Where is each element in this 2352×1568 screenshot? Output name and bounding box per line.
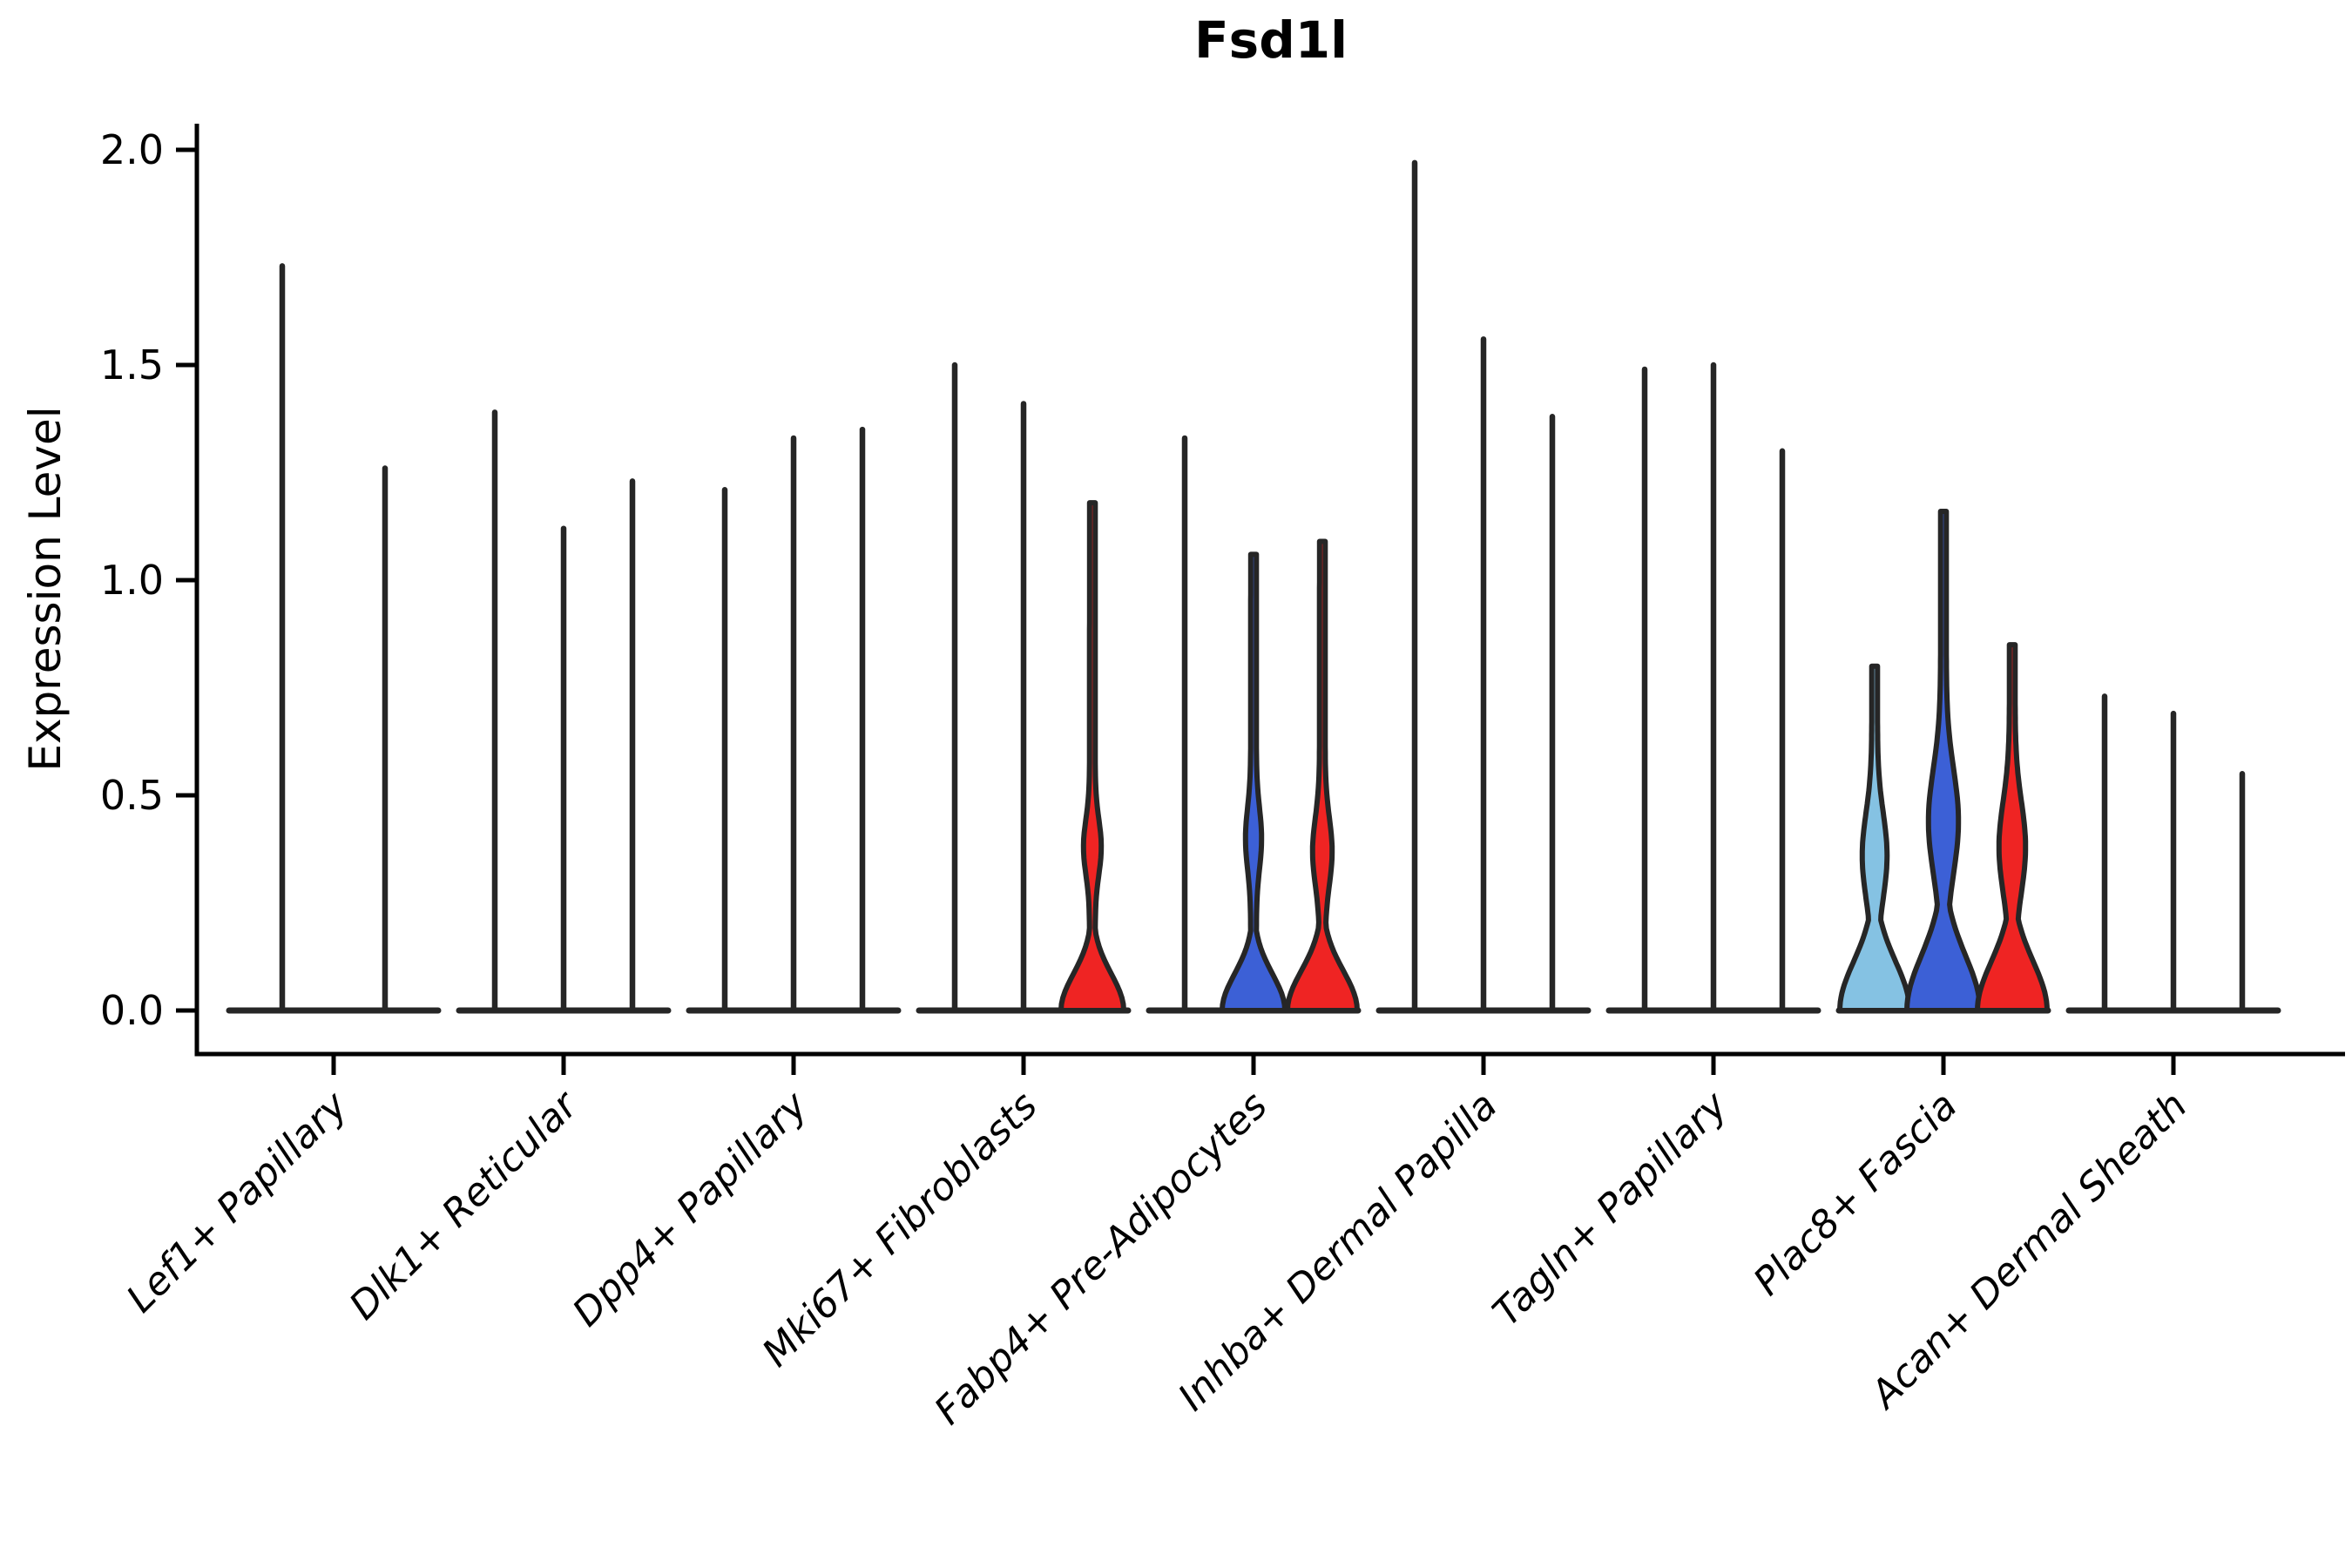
- x-category-label: Dlk1+ Reticular: [341, 1082, 587, 1328]
- x-category-label: Tagln+ Papillary: [1484, 1083, 1736, 1335]
- chart-title: Fsd1l: [1194, 10, 1348, 70]
- violin-red: [1058, 500, 1126, 1013]
- x-category-label: Dpp4+ Papillary: [564, 1083, 817, 1335]
- violin-blue: [1904, 509, 1983, 1013]
- y-tick-label: 0.5: [100, 772, 164, 819]
- y-tick-label: 0.0: [100, 987, 164, 1034]
- violin-light_blue: [1837, 663, 1912, 1013]
- violin-red: [1285, 538, 1360, 1013]
- y-tick-label: 2.0: [100, 126, 164, 173]
- x-category-label: Plac8+ Fascia: [1745, 1084, 1965, 1304]
- violin-blue: [1220, 551, 1288, 1013]
- y-tick-label: 1.5: [100, 341, 164, 389]
- y-tick-label: 1.0: [100, 557, 164, 604]
- x-category-label: Lef1+ Papillary: [118, 1083, 357, 1321]
- violin-red: [1975, 642, 2050, 1013]
